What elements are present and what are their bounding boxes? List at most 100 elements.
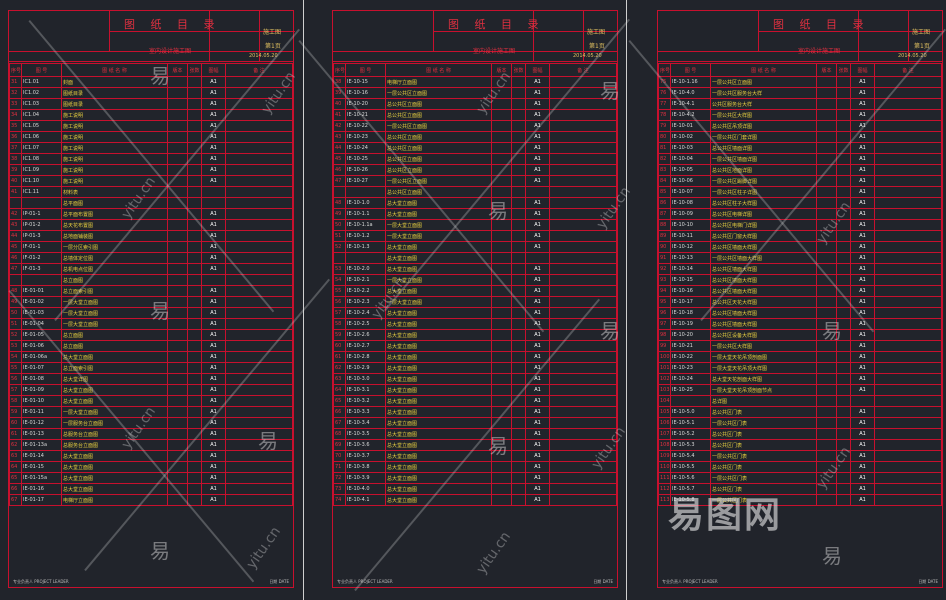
table-row: 67 IE-10-3.4 总大堂立面图 A1 [333,417,617,429]
sheet-count [511,417,526,429]
version [491,296,512,308]
sheet-count [511,164,526,176]
drawing-sheet: 图 纸 目 录施工图 室内设计施工图 2014.05.20 第1页 序号图 号图 纸 名… [657,10,944,588]
remark [874,197,942,209]
drawing-name: 总公共区电梯详图 [710,208,817,220]
remark [549,120,617,132]
drawing-code: IE-01-13a [21,439,62,451]
paper-size: A1 [850,186,875,198]
version [491,461,512,473]
drawing-name: 总大堂立面图 [385,340,492,352]
remark [225,175,293,187]
sheet-count [187,461,202,473]
drawing-list-table: 序号图 号图 纸 名 称版本 张数 图幅备 注 31 IC1.01 封面 A1 32 IC1.0… [9,63,293,506]
paper-size: A1 [201,439,226,451]
drawing-name: 总大堂立面图 [385,461,492,473]
sheet-count [511,494,526,506]
row-number: 67 [333,417,346,429]
remark [874,439,942,451]
paper-size: A1 [201,494,226,506]
row-number: 52 [9,329,22,341]
table-row: 38 IC1.08 施工说明 A1 [9,153,293,165]
paper-size: A1 [850,384,875,396]
version [167,263,188,275]
remark [874,76,942,88]
sheet-count [187,362,202,374]
drawing-name: 一层公共区门表 [710,417,817,429]
drawing-code: IE-10-04 [670,153,711,165]
drawing-code: IE-10-3.6 [345,439,386,451]
row-number: 107 [658,428,671,440]
drawing-name: 总公共区墙面大样图 [710,318,817,330]
row-number: 59 [9,406,22,418]
drawing-sheet: 图 纸 目 录施工图 室内设计施工图 2014.05.20 第1页 序号图 号图 纸 名… [8,10,295,588]
sheet-count [836,494,851,506]
sheet-count [511,131,526,143]
drawing-name: 一层公共区门表 [710,494,817,506]
table-row: 42 IP-01-1 总平面布置图 A1 [9,208,293,220]
remark [225,395,293,407]
remark [549,274,617,286]
version [816,109,837,121]
version [816,252,837,264]
remark [225,186,293,198]
version [167,395,188,407]
row-number: 84 [658,175,671,187]
table-row: 40 IC1.10 施工说明 A1 [9,175,293,187]
table-row: 109 IE-10-5.4 一层公共区门表 A1 [658,450,942,462]
table-row: 39 IC1.09 施工说明 A1 [9,164,293,176]
paper-size: A1 [201,307,226,319]
paper-size: A1 [525,76,550,88]
row-number: 97 [658,318,671,330]
paper-size: A1 [525,175,550,187]
title-block: 图 纸 目 录施工图 室内设计施工图 2014.05.20 第1页 [658,11,944,62]
table-row: 52 IE-01-05 总立面图 A1 [9,329,293,341]
row-number: 80 [658,131,671,143]
drawing-code: IE-01-06a [21,351,62,363]
column-header: 序号 [658,63,671,77]
category-label: 室内设计施工图 [149,48,192,55]
remark [549,494,617,506]
drawing-name: 总大堂立面图 [385,329,492,341]
row-number: 83 [658,164,671,176]
row-number: 92 [658,263,671,275]
footer-left: 专业负责人 PROJECT LEADER [13,579,69,584]
column-header: 张数 [836,63,851,77]
drawing-name: 施工说明 [61,131,168,143]
version [167,274,188,286]
remark [874,494,942,506]
remark [225,483,293,495]
paper-size: A1 [850,208,875,220]
table-row: 88 IE-10-10 总公共区电梯门详图 A1 [658,219,942,231]
sheet-count [187,340,202,352]
paper-size: A1 [850,197,875,209]
remark [874,263,942,275]
drawing-code: IE-10-13 [670,252,711,264]
table-row: 50 IE-10-1.1a 一层大堂立面图 A1 [333,219,617,231]
edition-label: 第1页 [914,43,930,50]
sheet-count [187,263,202,275]
table-row: 65 IE-10-3.2 总大堂立面图 A1 [333,395,617,407]
table-row: 89 IE-10-11 总公共区门窗大样图 A1 [658,230,942,242]
paper-size [201,186,226,198]
sheet-count [511,98,526,110]
sheet-count [511,230,526,242]
table-row: 34 IC1.04 施工说明 A1 [9,109,293,121]
row-number: 43 [333,131,346,143]
drawing-code: IE-10-1.1 [345,208,386,220]
sheet-count [836,98,851,110]
row-number: 108 [658,439,671,451]
table-row: 59 IE-01-11 一层大堂立面图 A1 [9,406,293,418]
version [167,417,188,429]
paper-size: A1 [850,450,875,462]
drawing-code: IE-10-06 [670,175,711,187]
drawing-code: IE-10-2.7 [345,340,386,352]
table-row: 63 IE-10-3.0 总大堂立面图 A1 [333,373,617,385]
drawing-code: IE-10-03 [670,142,711,154]
row-number: 35 [9,120,22,132]
sheet-count [187,230,202,242]
row-number: 64 [333,384,346,396]
paper-size: A1 [201,175,226,187]
sheet-count [511,120,526,132]
drawing-name: 图纸目录 [61,98,168,110]
